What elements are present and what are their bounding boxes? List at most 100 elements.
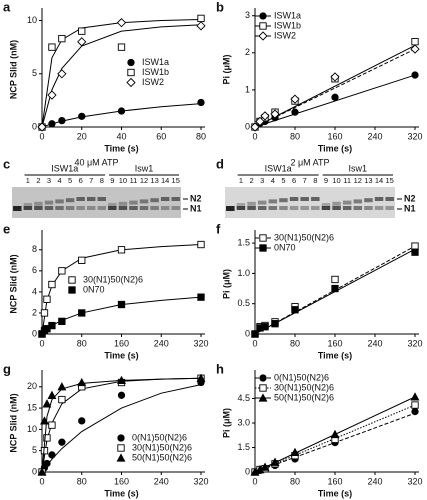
band	[321, 203, 331, 207]
y-axis-label: NCP Slid (nM)	[8, 254, 18, 313]
band-label: N1	[404, 203, 416, 213]
legend-label: ISW1b	[274, 20, 301, 30]
marker	[270, 457, 280, 466]
group-label: Isw1	[135, 163, 154, 173]
legend-marker	[259, 384, 267, 392]
marker	[411, 248, 419, 256]
band	[311, 197, 320, 201]
band	[289, 197, 299, 201]
x-tick-label: 80	[290, 476, 300, 486]
y-axis-label: NCP Slid (nM)	[8, 40, 18, 99]
band	[86, 206, 96, 210]
legend-label: 0N70	[274, 242, 296, 252]
marker	[48, 280, 56, 289]
band	[332, 201, 341, 206]
band	[247, 206, 256, 210]
lane-label: 15	[386, 176, 394, 185]
marker	[196, 21, 206, 31]
marker	[261, 323, 269, 331]
band	[160, 197, 170, 201]
legend-marker	[259, 22, 267, 30]
lane-label: 10	[119, 176, 127, 185]
band	[268, 206, 278, 210]
lane-label: 7	[303, 176, 307, 185]
y-tick-label: 5	[32, 68, 37, 78]
fit-line	[254, 404, 416, 473]
y-tick-label: 0.5	[237, 298, 250, 308]
lane-label: 4	[271, 176, 275, 185]
x-tick-label: 320	[407, 338, 422, 348]
band	[55, 199, 64, 204]
x-tick-label: 160	[114, 476, 129, 486]
band	[108, 203, 117, 207]
lane-label: 7	[89, 176, 93, 185]
x-tick-label: 160	[327, 131, 342, 141]
group-label: ISW1a	[51, 163, 78, 173]
band	[236, 203, 246, 207]
lane-label: 12	[140, 176, 148, 185]
x-tick-label: 240	[367, 338, 382, 348]
fit-line	[254, 74, 416, 128]
marker	[40, 416, 49, 425]
x-tick-label: 160	[114, 338, 129, 348]
y-tick-label: 2	[245, 47, 250, 57]
band	[65, 198, 75, 203]
x-tick-label: 160	[327, 476, 342, 486]
legend-label: 50(N1)50(N2)6	[274, 392, 334, 402]
band	[300, 206, 309, 210]
lane-label: 12	[354, 176, 362, 185]
x-tick-label: 160	[327, 338, 342, 348]
x-axis-label: Time (s)	[318, 488, 352, 498]
marker	[411, 401, 419, 409]
y-axis-label: Pi (μM)	[221, 269, 231, 299]
lane-label: 8	[100, 176, 104, 185]
legend-label: 30(N1)50(N2)6	[274, 232, 334, 242]
legend-label: ISW2	[274, 30, 296, 40]
band	[311, 206, 320, 210]
x-tick-label: 20	[77, 131, 87, 141]
marker	[331, 284, 339, 293]
marker	[260, 462, 270, 471]
band-label: N2	[404, 193, 416, 203]
legend-marker	[68, 276, 76, 284]
band	[150, 206, 159, 210]
lane-label: 6	[292, 176, 296, 185]
marker	[43, 295, 51, 303]
marker	[116, 18, 127, 28]
marker	[48, 421, 56, 429]
legend-label: ISW1b	[142, 67, 169, 77]
marker	[260, 111, 270, 121]
band	[108, 206, 117, 210]
marker	[271, 320, 279, 328]
marker	[197, 240, 205, 249]
marker	[58, 317, 66, 326]
marker	[78, 309, 86, 317]
y-axis-label: Pi (μM)	[221, 54, 231, 84]
x-tick-label: 240	[154, 476, 169, 486]
legend-marker	[259, 234, 267, 242]
marker	[250, 122, 260, 132]
panel-letter: d	[216, 156, 224, 171]
legend-marker	[259, 244, 267, 252]
x-tick-label: 80	[290, 338, 300, 348]
marker	[47, 90, 57, 100]
band	[279, 206, 288, 210]
marker	[290, 94, 300, 104]
lane-label: 4	[57, 176, 61, 185]
band	[374, 197, 384, 201]
band	[289, 206, 299, 210]
band	[160, 206, 170, 210]
marker	[57, 382, 67, 391]
x-tick-label: 0	[39, 476, 44, 486]
marker	[78, 417, 86, 425]
band	[226, 206, 235, 211]
y-tick-label: 1	[245, 84, 250, 94]
marker	[43, 459, 51, 468]
marker	[411, 38, 419, 46]
band	[332, 206, 341, 210]
lane-label: 2	[249, 176, 253, 185]
marker	[117, 43, 126, 51]
band	[300, 197, 309, 201]
lane-label: 2	[36, 176, 40, 185]
marker	[196, 373, 206, 382]
